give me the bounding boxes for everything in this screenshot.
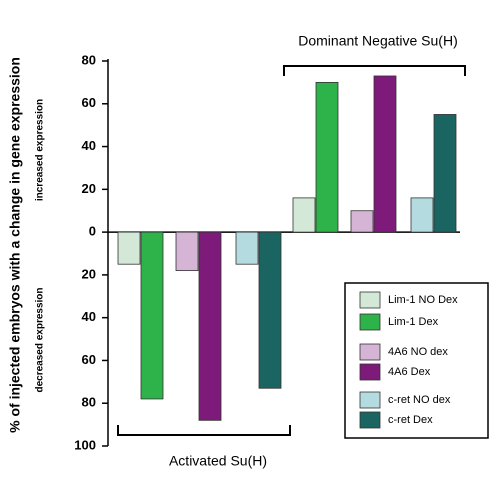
legend-swatch	[359, 391, 381, 409]
y-tick-label: 20	[82, 266, 96, 281]
legend-label: c-ret NO dex	[388, 394, 451, 406]
y-tick-label: 100	[74, 437, 96, 452]
y-tick-label: 40	[82, 138, 96, 153]
bar	[140, 231, 164, 400]
bar	[410, 197, 434, 233]
legend-label: 4A6 Dex	[388, 366, 431, 378]
bar	[350, 210, 374, 233]
bar	[315, 81, 339, 233]
group-label: Activated Su(H)	[169, 453, 267, 469]
bracket	[283, 65, 466, 76]
bar	[373, 75, 397, 233]
y-tick-label: 40	[82, 309, 96, 324]
bar	[175, 231, 199, 272]
bracket	[117, 425, 291, 436]
legend-swatch	[359, 343, 381, 361]
legend-swatch	[359, 313, 381, 331]
y-tick-label: 20	[82, 181, 96, 196]
legend-swatch	[359, 363, 381, 381]
bar	[235, 231, 259, 265]
group-label: Dominant Negative Su(H)	[298, 33, 458, 49]
y-tick-label: 80	[82, 395, 96, 410]
y-tick-label: 60	[82, 95, 96, 110]
legend-label: 4A6 NO dex	[388, 346, 448, 358]
legend-label: Lim-1 NO Dex	[388, 294, 458, 306]
bar	[258, 231, 282, 389]
annotation: decreased expression	[35, 287, 46, 392]
y-axis-label: % of injected embryos with a change in g…	[7, 57, 23, 433]
bar	[292, 197, 316, 233]
y-tick-label: 0	[89, 224, 96, 239]
y-tick-label: 60	[82, 352, 96, 367]
legend-label: c-ret Dex	[388, 414, 433, 426]
annotation: increased expression	[35, 99, 46, 201]
y-tick-label: 80	[82, 52, 96, 67]
bar	[433, 114, 457, 233]
bar	[117, 231, 141, 265]
legend-swatch	[359, 291, 381, 309]
bar	[198, 231, 222, 421]
legend-swatch	[359, 411, 381, 429]
legend-label: Lim-1 Dex	[388, 316, 439, 328]
